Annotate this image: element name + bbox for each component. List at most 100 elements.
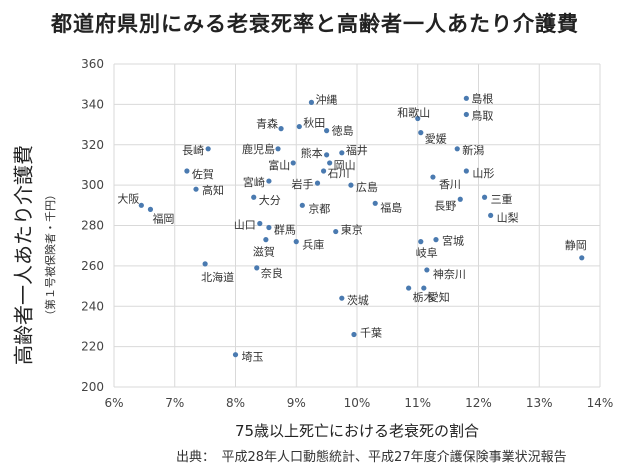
data-point [232, 352, 239, 358]
point-label: 徳島 [332, 124, 354, 138]
point-label: 富山 [268, 158, 290, 172]
point-label: 岐阜 [416, 247, 438, 260]
data-point [348, 182, 354, 188]
data-point [339, 295, 345, 301]
data-point [324, 128, 330, 134]
x-tick-label: 11% [404, 396, 431, 410]
data-point [333, 228, 339, 235]
point-label: 山口 [234, 218, 256, 231]
x-tick-label: 8% [226, 396, 245, 410]
point-label: 宮城 [442, 234, 464, 248]
point-label: 鳥取 [471, 108, 493, 122]
data-point [421, 285, 427, 291]
point-label: 奈良 [261, 266, 283, 280]
y-tick-label: 360 [81, 57, 104, 71]
data-point [205, 146, 211, 152]
data-point [418, 239, 424, 245]
y-tick-label: 220 [81, 340, 104, 354]
point-label: 東京 [341, 223, 363, 237]
data-point [184, 168, 190, 174]
data-point [327, 160, 333, 166]
data-point [251, 194, 257, 200]
data-point [254, 265, 260, 271]
data-point [424, 267, 430, 273]
point-label: 福島 [380, 200, 402, 214]
data-point [415, 115, 421, 122]
data-point [324, 152, 330, 158]
point-label: 新潟 [462, 143, 484, 157]
data-point [138, 202, 144, 208]
point-label: 群馬 [274, 223, 296, 237]
data-point [293, 239, 299, 245]
point-label: 高知 [202, 183, 224, 197]
source-note: 出典： 平成28年人口動態統計、平成27年度介護保険事業状況報告 [176, 450, 567, 465]
x-tick-label: 12% [465, 396, 492, 410]
point-label: 兵庫 [302, 238, 324, 252]
point-label: 岡山 [334, 159, 356, 172]
point-label: 長崎 [182, 143, 204, 157]
point-label: 愛知 [428, 290, 450, 304]
y-tick-label: 200 [81, 380, 104, 394]
data-point [481, 194, 488, 200]
x-axis-label: 75歳以上死亡における老衰死の割合 [235, 422, 479, 440]
point-label: 秋田 [303, 116, 325, 130]
chart-title: 都道府県別にみる老衰死率と高齢者一人あたり介護費 [51, 12, 579, 36]
point-label: 大阪 [117, 191, 139, 205]
data-point [290, 160, 296, 166]
point-label: 熊本 [301, 146, 323, 160]
data-point [418, 130, 424, 136]
point-label: 埼玉 [242, 350, 264, 364]
point-label: 京都 [308, 201, 330, 215]
data-point [193, 186, 199, 192]
point-label: 愛媛 [425, 132, 447, 146]
data-point [488, 212, 494, 219]
point-label: 三重 [491, 192, 513, 206]
data-point [299, 202, 305, 208]
data-point [266, 224, 272, 231]
point-label: 宮崎 [243, 175, 265, 189]
x-tick-label: 14% [587, 396, 614, 410]
point-label: 島根 [471, 91, 493, 105]
x-tick-label: 9% [287, 396, 306, 410]
data-point [463, 111, 469, 118]
data-point [463, 168, 469, 174]
x-tick-label: 7% [165, 396, 184, 410]
point-label: 石川 [328, 167, 350, 180]
y-tick-label: 280 [81, 219, 104, 233]
point-label: 千葉 [360, 326, 382, 340]
y-tick-label: 260 [81, 259, 104, 273]
data-point [457, 196, 463, 202]
point-label: 青森 [256, 117, 278, 131]
data-point [430, 174, 436, 180]
point-label: 滋賀 [253, 246, 275, 259]
y-tick-label: 320 [81, 138, 104, 152]
y-tick-label: 240 [81, 299, 104, 313]
data-point [266, 178, 272, 184]
point-label: 香川 [439, 178, 461, 191]
data-point [463, 95, 469, 101]
point-label: 広島 [356, 180, 378, 194]
data-point [275, 146, 281, 152]
grid-lines [113, 63, 601, 388]
y-tick-label: 300 [81, 178, 104, 192]
point-label: 山形 [472, 167, 494, 180]
data-point [202, 261, 208, 267]
point-label: 福岡 [152, 211, 174, 225]
data-point [308, 99, 315, 105]
point-label: 茨城 [347, 293, 369, 307]
point-label: 栃木 [413, 290, 435, 304]
point-label: 長野 [434, 199, 456, 212]
point-label: 和歌山 [397, 106, 430, 120]
point-label: 福井 [346, 143, 368, 157]
point-label: 鹿児島 [242, 142, 275, 156]
point-label: 岩手 [292, 177, 314, 191]
data-point [433, 237, 439, 243]
data-point [579, 255, 585, 261]
data-point [339, 150, 345, 156]
point-label: 静岡 [565, 238, 587, 252]
point-label: 北海道 [201, 270, 234, 284]
data-point [454, 146, 460, 152]
point-label: 大分 [259, 193, 281, 207]
x-tick-label: 6% [104, 396, 123, 410]
